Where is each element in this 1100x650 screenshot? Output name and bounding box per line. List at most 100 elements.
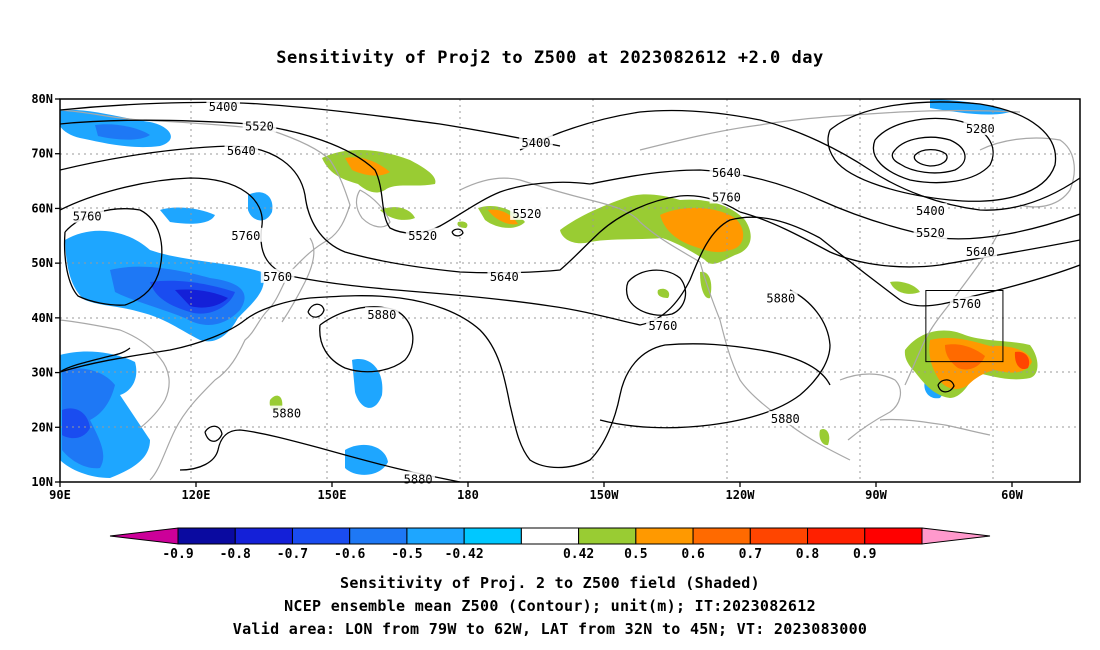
colorbar-label: -0.6: [334, 547, 365, 562]
colorbar-segment: [635, 527, 694, 545]
contour-label: 5760: [73, 210, 102, 224]
contour-5280-core: [913, 148, 948, 167]
lat-label: 60N: [31, 201, 53, 215]
shade-siberia-orange: [345, 157, 390, 176]
coastline-alaska: [459, 177, 701, 263]
contour-label-bg: [487, 268, 522, 283]
contour-label: 5520: [408, 229, 437, 243]
contour-label-bg: [949, 296, 984, 311]
colorbar-label: 0.9: [853, 547, 876, 562]
coastline-na-arctic: [639, 109, 1021, 151]
colorbar-segment: [349, 527, 408, 545]
lon-label: 90E: [49, 488, 71, 502]
contour-label-bg: [709, 164, 744, 179]
caption-line-3: Valid area: LON from 79W to 62W, LAT fro…: [232, 620, 868, 638]
contour-label-bg: [764, 290, 798, 305]
contour-5520-closed-small: [451, 228, 464, 237]
coastline-greenland: [979, 137, 1075, 208]
contour-5880-east: [599, 289, 831, 429]
contour-label-bg: [768, 411, 803, 426]
contour-label: 5280: [966, 122, 995, 136]
contour-label: 5400: [209, 100, 238, 114]
shade-pacific-blue-2: [345, 444, 388, 475]
contour-label: 5520: [916, 226, 945, 240]
contour-labels: 5400 5520 5640 5400 5520 5520 5640 5760 5640 5760…: [70, 99, 998, 486]
shade-asia-blue-dark: [175, 289, 228, 308]
lon-label: 90W: [865, 488, 887, 502]
contour-label-bg: [70, 208, 104, 223]
colorbar: [109, 527, 991, 545]
contour-label: 5760: [231, 229, 260, 243]
contour-label: 5640: [712, 166, 741, 180]
coastline-asia: [60, 109, 351, 481]
lat-label: 40N: [31, 311, 53, 325]
caption-line-2: NCEP ensemble mean Z500 (Contour); unit(…: [284, 597, 816, 615]
contour-5280: [872, 117, 994, 184]
chart-title: Sensitivity of Proj2 to Z500 at 20230826…: [276, 48, 824, 68]
contour-label-bg: [963, 244, 998, 259]
contour-label-bg: [709, 189, 744, 204]
latitude-axis: 80N 70N 60N 50N 40N 30N 20N 10N: [31, 92, 60, 489]
contour-label-bg: [405, 227, 440, 242]
contour-label: 5880: [404, 472, 433, 486]
contour-label: 5880: [367, 308, 396, 322]
shade-green-small-1: [457, 221, 468, 228]
contour-5400-west: [60, 101, 561, 147]
colorbar-label: 0.6: [681, 547, 705, 562]
contour-label-bg: [646, 318, 680, 333]
shade-green-small-6: [819, 428, 830, 446]
contour-5880-closed-small-1: [307, 303, 325, 318]
contour-label: 5400: [916, 204, 945, 218]
contour-5880-closed-small-2: [204, 425, 223, 442]
contour-5880-bottom: [179, 429, 461, 482]
longitude-axis: 90E 120E 150E 180 150W 120W 90W 60W: [49, 482, 1024, 502]
map-frame: [59, 98, 1081, 483]
colorbar-segment: [463, 527, 522, 545]
lon-label: 150W: [590, 488, 620, 502]
colorbar-label: -0.9: [162, 547, 193, 562]
coastline-japan: [281, 237, 315, 323]
coastline-caribbean: [879, 418, 991, 436]
colorbar-segment: [692, 527, 751, 545]
contour-label-bg: [242, 118, 277, 133]
coastline-kamchatka: [355, 189, 391, 228]
colorbar-label: 0.42: [563, 547, 594, 562]
colorbar-label: -0.7: [277, 547, 308, 562]
contour-5880-south: [60, 295, 831, 469]
contour-5520-east: [589, 169, 1080, 240]
colorbar-label: -0.42: [445, 547, 484, 562]
contour-low-ring-1: [827, 101, 1057, 202]
contour-5400-east: [519, 109, 1080, 211]
coastlines: [60, 109, 1075, 481]
coastline-gulf: [839, 373, 902, 441]
contour-label-bg: [224, 142, 259, 157]
contour-label: 5880: [272, 407, 301, 421]
contour-5760-west: [60, 177, 821, 326]
lat-label: 70N: [31, 147, 53, 161]
contour-label-bg: [913, 225, 948, 240]
shade-bering-orange: [488, 209, 518, 225]
lat-label: 20N: [31, 420, 53, 434]
contour-label-bg: [229, 227, 263, 242]
shade-atlantic-darkorange: [945, 344, 985, 370]
lat-label: 80N: [31, 92, 53, 106]
contour-label-bg: [260, 268, 295, 283]
lat-label: 30N: [31, 366, 53, 380]
contour-5760-east: [819, 237, 1080, 307]
sensitivity-shading: [60, 99, 1038, 478]
lat-label: 50N: [31, 256, 53, 270]
colorbar-segment: [807, 527, 866, 545]
lat-label: 10N: [31, 475, 53, 489]
lon-label: 60W: [1001, 488, 1023, 502]
contour-label-bg: [963, 121, 998, 136]
shade-green-small-4: [890, 281, 920, 294]
contour-label: 5400: [522, 136, 551, 150]
contour-label: 5640: [490, 270, 519, 284]
shade-arctic-blue-core: [95, 124, 150, 140]
contour-label: 5760: [263, 270, 292, 284]
colorbar-segment: [864, 527, 923, 545]
shade-green-small-3: [700, 271, 712, 299]
valid-area-box: [925, 290, 1004, 363]
caption-line-1: Sensitivity of Proj. 2 to Z500 field (Sh…: [340, 574, 760, 592]
lon-label: 120W: [726, 488, 756, 502]
